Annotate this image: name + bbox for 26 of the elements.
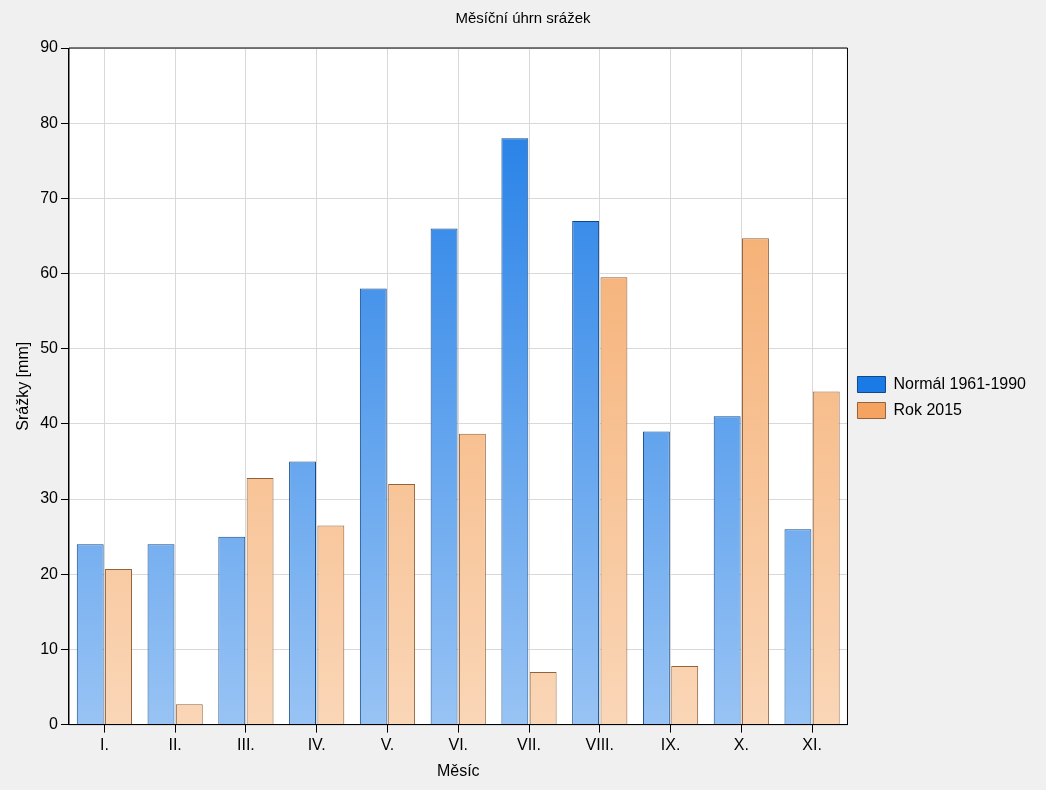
y-tick-label: 30 xyxy=(40,489,59,507)
x-tick-label: VIII. xyxy=(585,735,615,753)
y-tick-label: 60 xyxy=(40,263,59,281)
x-tick-label: VII. xyxy=(517,735,542,753)
y-tick-label: 10 xyxy=(40,639,59,657)
y-tick-label: 80 xyxy=(40,113,59,131)
x-tick-label: IX. xyxy=(660,735,681,753)
y-tick-label: 40 xyxy=(40,414,59,432)
y-tick-label: 70 xyxy=(40,188,59,206)
x-tick-label: I. xyxy=(99,735,109,753)
x-tick-label: IV. xyxy=(307,735,326,753)
x-tick-label: VI. xyxy=(448,735,469,753)
x-tick-label: III. xyxy=(237,735,255,753)
x-tick-label: V. xyxy=(380,735,395,753)
legend-label: Rok 2015 xyxy=(893,400,963,418)
chart-title: Měsíční úhrn srážek xyxy=(455,9,592,27)
x-tick-label: XI. xyxy=(802,735,822,753)
y-axis-title: Srážky [mm] xyxy=(14,341,32,431)
x-tick-label: II. xyxy=(168,735,182,753)
y-tick-label: 0 xyxy=(49,715,59,733)
y-tick-label: 50 xyxy=(40,339,59,357)
y-tick-label: 90 xyxy=(40,38,59,56)
y-tick-label: 20 xyxy=(40,564,59,582)
legend-label: Normál 1961-1990 xyxy=(893,374,1027,392)
x-tick-label: X. xyxy=(733,735,749,753)
x-axis-title: Měsíc xyxy=(436,761,480,779)
